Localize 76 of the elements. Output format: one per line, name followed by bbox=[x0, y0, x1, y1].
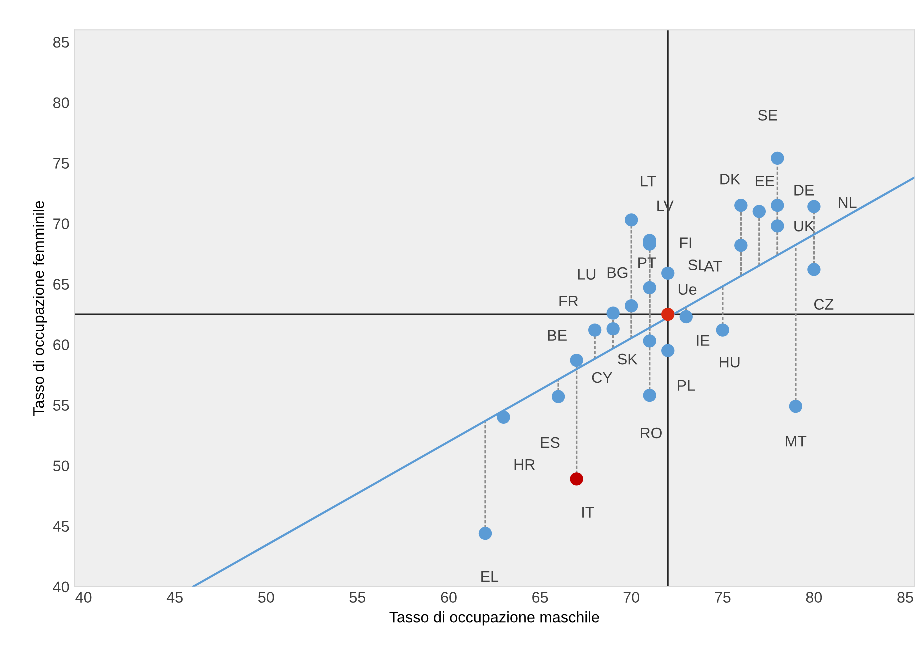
point bbox=[643, 281, 656, 295]
point bbox=[716, 324, 730, 337]
y-tick-label: 55 bbox=[53, 400, 70, 412]
x-tick-label: 60 bbox=[441, 592, 457, 603]
point bbox=[734, 199, 748, 212]
point bbox=[680, 310, 693, 324]
annotation: IE bbox=[697, 335, 710, 346]
x-tick-label: 55 bbox=[350, 592, 366, 603]
point bbox=[789, 400, 803, 414]
point bbox=[643, 389, 656, 402]
point bbox=[734, 238, 748, 252]
annotation: BG bbox=[608, 267, 628, 278]
point bbox=[570, 472, 584, 486]
point bbox=[662, 266, 675, 280]
annotation: SE bbox=[758, 110, 778, 121]
annotation: SK bbox=[618, 354, 638, 365]
annotation: RO bbox=[641, 428, 662, 439]
annotation: IT bbox=[582, 507, 594, 518]
y-axis-title: Tasso di occupazione femminile bbox=[33, 201, 48, 416]
annotation: FI bbox=[680, 238, 692, 248]
y-tick-label: 45 bbox=[53, 521, 70, 532]
point bbox=[552, 390, 566, 404]
x-tick-label: 50 bbox=[258, 592, 274, 603]
point bbox=[625, 299, 638, 313]
annotation: MT bbox=[786, 436, 807, 447]
x-tick-label: 45 bbox=[166, 592, 183, 603]
x-tick-label: 40 bbox=[76, 592, 92, 603]
point bbox=[662, 344, 675, 358]
y-tick-label: 65 bbox=[54, 279, 70, 290]
x-tick-label: 85 bbox=[898, 592, 914, 603]
annotation: PL bbox=[678, 380, 696, 391]
point bbox=[497, 410, 510, 424]
annotation: DE bbox=[794, 185, 814, 196]
annotation: EE bbox=[756, 176, 775, 186]
annotation: ES bbox=[541, 437, 560, 448]
annotation: HU bbox=[720, 357, 740, 368]
annotation: LT bbox=[641, 176, 656, 187]
annotation: BE bbox=[548, 330, 567, 341]
annotation: NL bbox=[839, 198, 857, 208]
x-tick-label: 75 bbox=[715, 592, 731, 603]
x-tick-label: 65 bbox=[532, 592, 548, 603]
point bbox=[643, 334, 656, 348]
annotation: EL bbox=[482, 572, 499, 582]
annotation: FR bbox=[560, 296, 578, 306]
annotation: CY bbox=[592, 372, 613, 384]
point bbox=[606, 306, 620, 320]
y-tick-label: 40 bbox=[53, 582, 70, 593]
x-tick-label: 70 bbox=[624, 592, 640, 603]
point bbox=[478, 527, 492, 540]
point bbox=[771, 199, 784, 212]
annotation: UK bbox=[794, 221, 815, 232]
point bbox=[588, 324, 602, 337]
x-tick-label: 80 bbox=[806, 592, 822, 603]
annotation: PT bbox=[638, 258, 656, 268]
y-tick-label: 50 bbox=[53, 460, 70, 472]
point bbox=[752, 205, 766, 218]
annotation: CZ bbox=[814, 299, 834, 310]
point bbox=[625, 214, 638, 227]
y-tick-label: 80 bbox=[53, 98, 70, 108]
y-tick-label: 70 bbox=[54, 218, 70, 230]
point bbox=[662, 308, 675, 322]
annotation: SL bbox=[688, 260, 706, 271]
point bbox=[771, 152, 784, 166]
point bbox=[771, 220, 784, 233]
annotation: AT bbox=[704, 261, 722, 272]
x-axis-title: Tasso di occupazione maschile bbox=[390, 612, 600, 626]
annotation: HR bbox=[514, 459, 535, 470]
point bbox=[808, 263, 821, 276]
point bbox=[606, 322, 620, 336]
annotation: LU bbox=[578, 269, 596, 280]
point bbox=[808, 200, 821, 214]
y-tick-label: 60 bbox=[54, 340, 70, 350]
annotation: DK bbox=[720, 174, 740, 185]
y-tick-label: 75 bbox=[54, 158, 70, 169]
annotation: Ue bbox=[678, 284, 697, 296]
y-tick-label: 85 bbox=[53, 37, 70, 48]
